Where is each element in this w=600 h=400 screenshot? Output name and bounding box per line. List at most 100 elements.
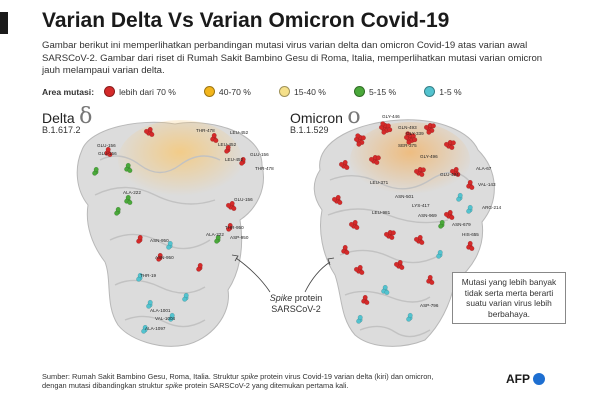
mutation-marker (393, 261, 399, 267)
mutation-marker (417, 234, 423, 240)
mutation-marker (457, 192, 463, 198)
omicron-code: B.1.1.529 (290, 125, 329, 135)
mutation-marker (450, 140, 456, 146)
omicron-residue-label: GLU-484 (440, 172, 459, 177)
spike-label-line2: SARSCoV-2 (271, 304, 321, 314)
mutation-marker (147, 299, 153, 305)
legend-label: 40-70 % (218, 86, 251, 97)
spike-arrow-left (235, 257, 271, 293)
legend-label: 5-15 % (368, 86, 397, 97)
mutation-marker (183, 292, 189, 298)
mutation-marker (344, 164, 350, 170)
delta-residue-label: LEU-452 (218, 142, 237, 147)
delta-residue-label: GLU-156 (97, 143, 116, 148)
intro-text: Gambar berikut ini memperlihatkan perban… (42, 40, 543, 76)
spike-arrow-right (304, 261, 331, 293)
mutation-marker (149, 131, 155, 137)
source-text: Sumber: Rumah Sakit Bambino Gesu, Roma, … (42, 372, 512, 390)
delta-residue-label: ASN-950 (150, 238, 169, 243)
legend-swatch (203, 86, 215, 97)
omicron-residue-label: GLY-446 (382, 114, 400, 119)
mutation-marker (344, 249, 350, 255)
mutation-marker (382, 284, 388, 290)
delta-residue-label: THR-19 (140, 273, 157, 278)
spike-protein-label: Spike protein SARSCoV-2 (250, 293, 342, 315)
legend-item: 15-40 % (278, 86, 326, 97)
omicron-residue-label: ALA-67 (476, 166, 492, 171)
mutation-marker (389, 234, 395, 240)
mutation-marker (362, 294, 368, 300)
legend-item: lebih dari 70 % (104, 86, 176, 97)
mutation-marker (357, 314, 363, 320)
afp-logo: AFP (506, 372, 545, 386)
mutation-marker (348, 221, 354, 227)
mutation-marker (125, 162, 131, 168)
delta-residue-label: ASN-950 (155, 255, 174, 260)
legend-title: Area mutasi: (42, 86, 95, 97)
omicron-residue-label: LEU-981 (372, 210, 391, 215)
mutation-marker (167, 240, 173, 246)
source-part: protein virus Covid-19 varian delta (kir… (258, 372, 434, 381)
delta-name: Delta (42, 110, 75, 126)
mutation-marker (353, 266, 359, 272)
mutation-marker (354, 224, 360, 230)
delta-residue-label: GLU-156 (250, 152, 269, 157)
mutation-marker (137, 272, 143, 278)
mutation-marker (467, 240, 473, 246)
mutation-marker (413, 168, 419, 174)
mutation-marker (215, 234, 221, 240)
title-accent-bar (0, 12, 8, 34)
source-italic: spike (240, 372, 259, 381)
mutation-marker (356, 141, 362, 147)
legend-swatch (424, 86, 436, 97)
mutation-marker (213, 137, 219, 143)
mutation-marker (229, 200, 235, 206)
mutation-marker (338, 161, 344, 167)
mutation-marker (430, 123, 436, 129)
delta-symbol: δ (79, 104, 93, 129)
source-part: Sumber: Rumah Sakit Bambino Gesu, Roma, … (42, 372, 241, 381)
mutation-marker (342, 244, 348, 250)
mutation-marker (375, 155, 381, 161)
delta-residue-label: ALA-1001 (150, 308, 171, 313)
mutation-marker (449, 214, 455, 220)
mutation-marker (360, 135, 366, 141)
mutation-marker (127, 167, 133, 173)
delta-residue-label: GLU-156 (98, 151, 117, 156)
mutation-marker (467, 179, 473, 185)
mutation-marker (455, 171, 461, 177)
mutation-marker (406, 139, 412, 145)
delta-residue-label: ALA-1097 (145, 326, 166, 331)
mutation-marker (105, 146, 111, 152)
legend-label: lebih dari 70 % (119, 86, 176, 97)
delta-residue-label: THR-950 (225, 225, 244, 230)
mutation-marker (227, 222, 233, 228)
omicron-residue-label: GLN-493 (398, 125, 417, 130)
mutation-marker (142, 324, 148, 330)
mutation-marker (225, 202, 231, 208)
mutation-marker (443, 141, 449, 147)
mutation-marker (437, 249, 443, 255)
mutation-marker (157, 252, 163, 258)
mutation-marker (147, 126, 153, 132)
mutation-marker (429, 279, 435, 285)
omicron-residue-label: LEU-371 (370, 180, 389, 185)
mutation-marker (405, 131, 411, 137)
mutation-marker (399, 264, 405, 270)
mutation-marker (93, 166, 99, 172)
mutation-marker (364, 299, 370, 305)
mutation-marker (443, 211, 449, 217)
mutation-marker (383, 231, 389, 237)
mutation-marker (137, 234, 143, 240)
mutation-marker (115, 206, 121, 212)
mutation-marker (335, 194, 341, 200)
omicron-residue-label: LYS-417 (412, 203, 430, 208)
mutation-marker (197, 262, 203, 268)
source-part: dengan mutasi dibandingkan struktur (42, 381, 166, 390)
omicron-residue-label: HIS-655 (462, 232, 479, 237)
mutation-marker (447, 209, 453, 215)
mutation-marker (426, 129, 432, 135)
arrow-head-left (231, 254, 239, 262)
delta-code: B.1.617.2 (42, 125, 81, 135)
